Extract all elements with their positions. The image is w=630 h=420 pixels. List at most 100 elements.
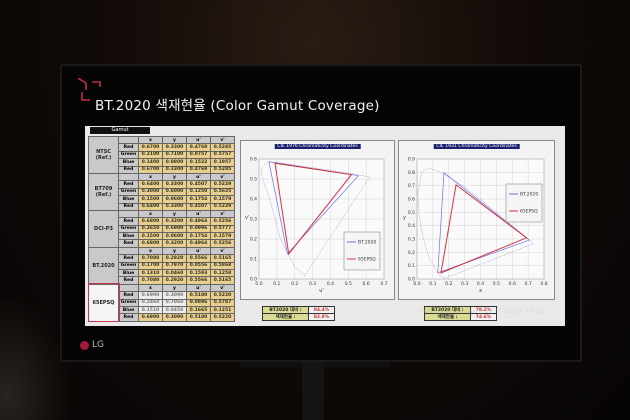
coordinate-value: 0.6900 — [138, 313, 163, 322]
primary-color: Blue — [118, 195, 139, 204]
column-header: x — [138, 135, 163, 145]
lg-logo-icon — [80, 340, 89, 350]
coordinate-value: 0.6800 — [138, 239, 163, 248]
x-axis-label: x — [479, 288, 482, 294]
primary-color: Red — [118, 202, 139, 211]
coordinate-value: 0.1957 — [210, 158, 235, 167]
empty-cell — [118, 172, 139, 182]
coordinate-value: 0.1510 — [138, 305, 163, 315]
coordinate-value: 0.4964 — [186, 217, 211, 226]
table-row: Red 0.6800 0.3200 0.4964 0.5256 — [89, 239, 235, 248]
coordinate-value: 0.5285 — [210, 143, 235, 152]
y-axis-label: y — [403, 215, 406, 221]
coordinate-value: 0.5256 — [210, 239, 235, 248]
column-header: u' — [186, 283, 211, 293]
x-tick-label: 0.8 — [540, 281, 547, 287]
coordinate-value: 0.2920 — [162, 276, 187, 285]
y-tick-label: 0.3 — [408, 237, 415, 243]
coordinate-value: 0.1522 — [186, 158, 211, 167]
65epsq-triangle — [274, 162, 353, 256]
legend-label: 65EPSQ — [358, 257, 376, 263]
coordinate-value: 0.1754 — [186, 195, 211, 204]
empty-cell — [118, 246, 139, 256]
gamut-group-name: DCI-P3 — [88, 209, 119, 248]
primary-color: Green — [118, 261, 139, 271]
coordinate-value: 0.1258 — [210, 269, 235, 278]
coordinate-value: 0.3300 — [162, 180, 187, 189]
y-tick-label: 0.0 — [250, 277, 257, 283]
chart-cie1931: CIE 1931 Chromaticity Coordinates 0.0 0.1… — [398, 140, 555, 300]
coordinate-value: 0.1700 — [138, 261, 163, 271]
coordinate-value: 0.0600 — [162, 232, 187, 241]
coordinate-value: 0.3300 — [162, 202, 187, 211]
coordinate-value: 0.0757 — [186, 150, 211, 160]
table-header-row: DCI-P3 x y u' v' — [88, 209, 235, 248]
y-tick-label: 0.3 — [250, 217, 257, 223]
x-tick-label: 0.2 — [445, 281, 452, 287]
table-row: Red 0.6400 0.3300 0.4507 0.5229 — [89, 180, 235, 189]
summary-value: 74.6% — [470, 313, 497, 321]
watermark: yonghwan... / 192 / 2025-10-23 14:12 — [420, 307, 544, 315]
y-tick-label: 0.4 — [408, 223, 415, 229]
table-header-row: 65EPSQ x y u' v' — [87, 283, 235, 323]
coordinate-value: 0.1754 — [186, 232, 211, 241]
coordinate-value: 0.4964 — [186, 239, 211, 248]
coordinate-value: 0.1500 — [138, 232, 163, 241]
coordinate-value: 0.1593 — [186, 269, 211, 278]
coordinate-value: 0.6800 — [138, 217, 163, 226]
summary-1931: BT2020 대비 :78.2% 색재현율 :74.6% — [424, 306, 497, 321]
table-row: Green 0.1700 0.7970 0.0556 0.5868 — [89, 261, 235, 271]
primary-color: Green — [118, 224, 139, 234]
y-tick-label: 0.6 — [408, 197, 415, 203]
table-row: Red 0.6400 0.3300 0.4507 0.5229 — [89, 202, 235, 211]
legend-label: BT.2020 — [358, 240, 376, 246]
coordinate-value: 0.5625 — [210, 187, 235, 197]
coordinate-value: 0.5165 — [210, 276, 235, 285]
x-tick-label: 0.5 — [345, 281, 352, 287]
coordinate-value: 0.5180 — [186, 291, 211, 300]
column-header: y — [162, 209, 187, 219]
primary-color: Red — [118, 217, 139, 226]
coordinate-value: 0.7970 — [162, 261, 187, 271]
primary-color: Blue — [118, 305, 139, 315]
gamut-table: NTSC (Ref.) x y u' v' Red 0.6700 0.3300 0.4769 0.… — [87, 135, 235, 323]
primary-color: Red — [118, 313, 139, 322]
column-header: u' — [186, 135, 211, 145]
x-tick-label: 0.1 — [429, 281, 436, 287]
column-header: y — [162, 172, 187, 182]
table-row: Blue 0.1400 0.0800 0.1522 0.1957 — [89, 158, 235, 167]
gamut-group-name: BT709 (Ref.) — [88, 172, 119, 211]
table-row: Red 0.6700 0.3300 0.4769 0.5285 — [89, 165, 235, 174]
y-tick-label: 0.8 — [408, 170, 415, 176]
chart-cie1976: CIE 1976 Chromaticity Coordinates 0.0 0.1… — [240, 140, 395, 300]
coordinate-value: 0.4769 — [186, 165, 211, 174]
coordinate-value: 0.1400 — [138, 158, 163, 167]
coordinate-value: 0.1500 — [138, 195, 163, 204]
coordinate-value: 0.7080 — [138, 276, 163, 285]
coordinate-value: 0.0556 — [186, 261, 211, 271]
chart-title: CIE 1976 Chromaticity Coordinates — [274, 144, 361, 149]
x-tick-label: 0.4 — [327, 281, 334, 287]
primary-color: Red — [118, 239, 139, 248]
chart-title: CIE 1931 Chromaticity Coordinates — [433, 144, 520, 149]
legend-label: 65EPSQ — [520, 209, 538, 215]
column-header: y — [162, 246, 187, 256]
coordinate-value: 0.5180 — [186, 313, 211, 322]
x-tick-label: 0.0 — [413, 281, 420, 287]
primary-color: Blue — [118, 158, 139, 167]
coordinate-value: 0.0458 — [162, 305, 187, 315]
legend-box — [343, 231, 381, 271]
coordinate-value: 0.7080 — [138, 254, 163, 263]
coordinate-value: 0.5777 — [210, 224, 235, 234]
x-tick-label: 0.6 — [509, 281, 516, 287]
column-header: x — [138, 209, 163, 219]
y-tick-label: 0.2 — [408, 250, 415, 256]
y-tick-label: 0.0 — [408, 277, 415, 283]
table-header-row: NTSC (Ref.) x y u' v' — [88, 135, 235, 174]
column-header: x — [138, 172, 163, 182]
coordinate-value: 0.5229 — [210, 202, 235, 211]
table-row: Blue 0.1500 0.0600 0.1754 0.1579 — [89, 195, 235, 204]
coordinate-value: 0.4769 — [186, 143, 211, 152]
y-tick-label: 0.9 — [408, 157, 415, 163]
column-header: u' — [186, 209, 211, 219]
